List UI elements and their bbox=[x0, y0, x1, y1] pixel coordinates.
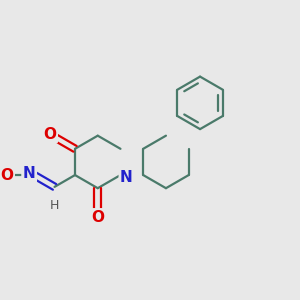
Text: O: O bbox=[91, 210, 104, 225]
Text: N: N bbox=[23, 166, 35, 181]
Text: N: N bbox=[120, 170, 133, 185]
Text: H: H bbox=[50, 199, 59, 212]
Text: O: O bbox=[0, 168, 14, 183]
Text: O: O bbox=[44, 127, 56, 142]
